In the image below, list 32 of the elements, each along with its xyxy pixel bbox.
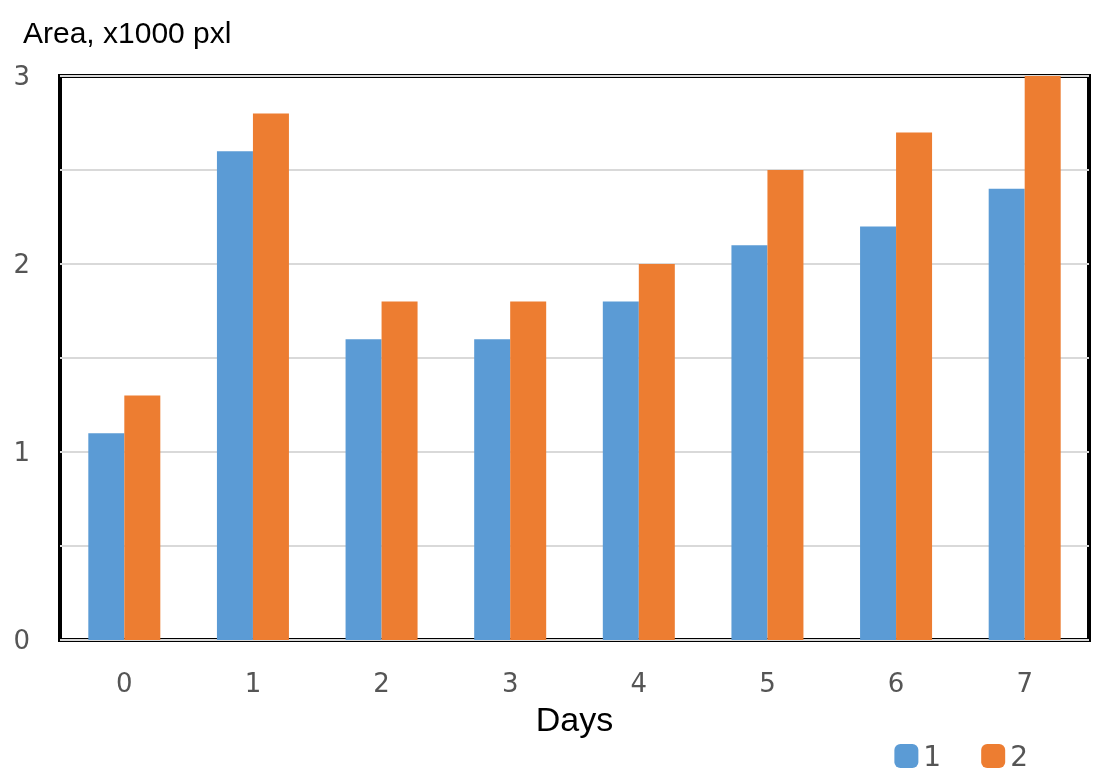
x-tick-label: 0 xyxy=(116,668,133,698)
bar xyxy=(124,395,161,640)
y-axis-title: Area, x1000 pxl xyxy=(23,15,232,49)
bar xyxy=(252,113,289,640)
x-tick-label: 3 xyxy=(501,668,519,698)
x-tick-label: 7 xyxy=(1016,668,1033,698)
bar xyxy=(767,170,804,640)
bar xyxy=(896,132,933,640)
bar xyxy=(602,301,639,640)
bar xyxy=(731,245,768,640)
bar xyxy=(216,151,253,640)
x-tick-label: 4 xyxy=(630,668,648,698)
bar xyxy=(88,433,125,640)
y-tick-label: 2 xyxy=(13,249,30,279)
x-tick-label: 2 xyxy=(373,668,390,698)
y-tick-label: 1 xyxy=(13,437,30,467)
bar xyxy=(510,301,547,640)
legend-label: 2 xyxy=(1010,739,1029,773)
bar xyxy=(345,339,382,640)
y-tick-label: 3 xyxy=(13,61,30,91)
x-tick-label: 1 xyxy=(244,668,262,698)
x-tick-label: 5 xyxy=(759,668,776,698)
x-tick-label: 6 xyxy=(887,668,905,698)
y-tick-label: 0 xyxy=(13,625,30,655)
bar xyxy=(638,264,675,640)
legend-label: 1 xyxy=(923,739,942,773)
bar xyxy=(988,188,1025,640)
x-axis-title: Days xyxy=(535,700,614,738)
bar xyxy=(474,339,511,640)
bar xyxy=(1024,76,1061,640)
bar xyxy=(381,301,418,640)
bar xyxy=(860,226,897,640)
